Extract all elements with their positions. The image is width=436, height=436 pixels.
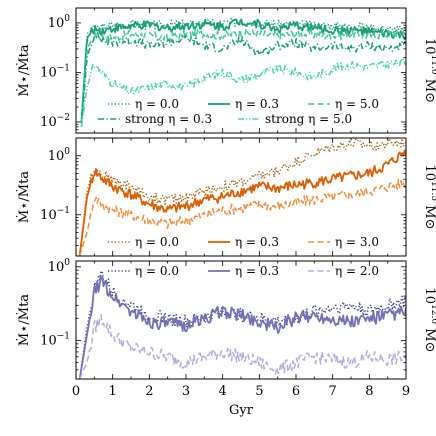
- halo-mass-label: 1011.5 M⊙: [422, 165, 436, 230]
- legend-entry: η = 0.3: [235, 97, 279, 111]
- x-tick-label: 1: [109, 384, 117, 399]
- y-tick-label: 100: [48, 14, 71, 31]
- y-tick-label: 10−2: [40, 113, 70, 130]
- legend-entry: η = 5.0: [335, 97, 379, 111]
- plot-frame: [75, 260, 407, 380]
- legend: η = 0.0 η = 0.3 η = 5.0 strong η = 0.3 stron…: [98, 97, 379, 126]
- series-line: [78, 270, 406, 379]
- x-tick-label: 6: [292, 384, 300, 399]
- legend-entry: η = 0.0: [135, 97, 179, 111]
- series-line: [80, 27, 406, 123]
- y-tick-label: 100: [48, 147, 71, 164]
- y-tick-label: 10−1: [40, 63, 70, 80]
- legend-entry: η = 3.0: [335, 235, 379, 249]
- y-tick-label: 10−1: [40, 331, 70, 348]
- legend: η = 0.0 η = 0.3 η = 2.0: [108, 264, 379, 278]
- x-axis-label: Gyr: [229, 403, 254, 418]
- series-line: [80, 31, 406, 127]
- legend-entry: strong η = 0.3: [125, 112, 212, 126]
- legend: η = 0.0 η = 0.3 η = 3.0: [108, 235, 379, 249]
- panel-1: 10−2 10−1 100 Ṁ⋆/Ṁta 1011.0 M⊙ η = 0.0 η = 0.3…: [15, 7, 436, 134]
- halo-mass-label: 1011.0 M⊙: [422, 38, 436, 103]
- x-tick-label: 7: [329, 384, 337, 399]
- x-tick-label: 3: [182, 384, 190, 399]
- series-line: [78, 275, 406, 379]
- y-axis-label: Ṁ⋆/Ṁta: [15, 294, 32, 346]
- series-line: [80, 57, 406, 127]
- x-tick-label: 9: [402, 384, 410, 399]
- series-line: [78, 178, 406, 256]
- halo-mass-label: 1012.0 M⊙: [422, 288, 436, 353]
- y-tick-label: 100: [48, 258, 71, 275]
- x-tick-label: 5: [255, 384, 263, 399]
- series-line: [78, 149, 406, 256]
- y-axis-label: Ṁ⋆/Ṁta: [15, 171, 32, 223]
- series-line: [79, 314, 406, 379]
- legend-entry: η = 0.0: [135, 235, 179, 249]
- panel-3: 10−1 100 0 1 2 3 4 5 6 7 8 9 Gyr Ṁ⋆/Ṁta 1012.0 M⊙ η = 0…: [15, 258, 436, 418]
- legend-entry: η = 0.3: [235, 264, 279, 278]
- legend-entry: η = 2.0: [335, 264, 379, 278]
- y-axis-label: Ṁ⋆/Ṁta: [15, 44, 32, 96]
- legend-entry: η = 0.3: [235, 235, 279, 249]
- x-tick-label: 4: [219, 384, 227, 399]
- legend-entry: strong η = 5.0: [265, 112, 352, 126]
- legend-entry: η = 0.0: [135, 264, 179, 278]
- y-tick-label: 10−1: [40, 206, 70, 223]
- x-tick-label: 8: [365, 384, 373, 399]
- x-tick-label: 2: [145, 384, 153, 399]
- x-tick-label: 0: [72, 384, 80, 399]
